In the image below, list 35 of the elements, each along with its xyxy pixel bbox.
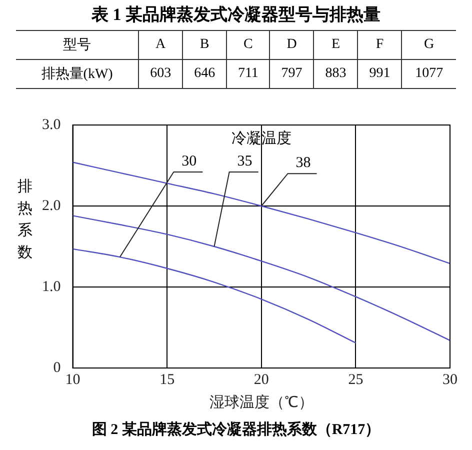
legend-title: 冷凝温度 — [231, 130, 292, 147]
line-series — [72, 248, 356, 344]
category-label: F — [358, 30, 402, 60]
y-tick-label: 1.0 — [42, 278, 61, 295]
x-tick-label: 15 — [160, 372, 175, 388]
x-tick-label: 20 — [254, 372, 269, 388]
line-series — [72, 215, 450, 342]
text: 型号 — [62, 36, 92, 55]
text: 表 1 某品牌蒸发式冷凝器型号与排热量 — [90, 4, 382, 26]
x-tick-label: 10 — [65, 372, 80, 388]
data-label: 1077 — [402, 60, 456, 88]
text: 图 2 某品牌蒸发式冷凝器排热系数（R717） — [90, 420, 382, 439]
data-label: 603 — [138, 60, 183, 88]
y-tick-label: 3.0 — [42, 116, 61, 133]
x-tick-label: 25 — [348, 372, 364, 388]
category-label: C — [226, 30, 270, 60]
category-label: B — [182, 30, 227, 60]
y-tick-label: 0 — [53, 360, 61, 376]
data-label: 883 — [314, 60, 358, 88]
data-label: 797 — [270, 60, 314, 88]
category-label: E — [314, 30, 358, 60]
y-tick-label: 2.0 — [42, 198, 61, 214]
text: 38 — [296, 155, 311, 172]
text: 排热量(kW) — [40, 66, 114, 84]
text: 30 — [182, 153, 197, 170]
category-label: G — [402, 30, 456, 60]
data-label: 711 — [226, 60, 270, 88]
text: 35 — [237, 153, 252, 170]
category-label: D — [270, 30, 314, 60]
y-axis-title: 排热系数 — [16, 178, 34, 263]
x-tick-label: 30 — [442, 372, 458, 388]
x-axis-title: 湿球温度（℃） — [209, 394, 314, 411]
data-label: 991 — [358, 60, 402, 88]
data-label: 646 — [182, 60, 227, 88]
category-label: A — [138, 30, 183, 60]
